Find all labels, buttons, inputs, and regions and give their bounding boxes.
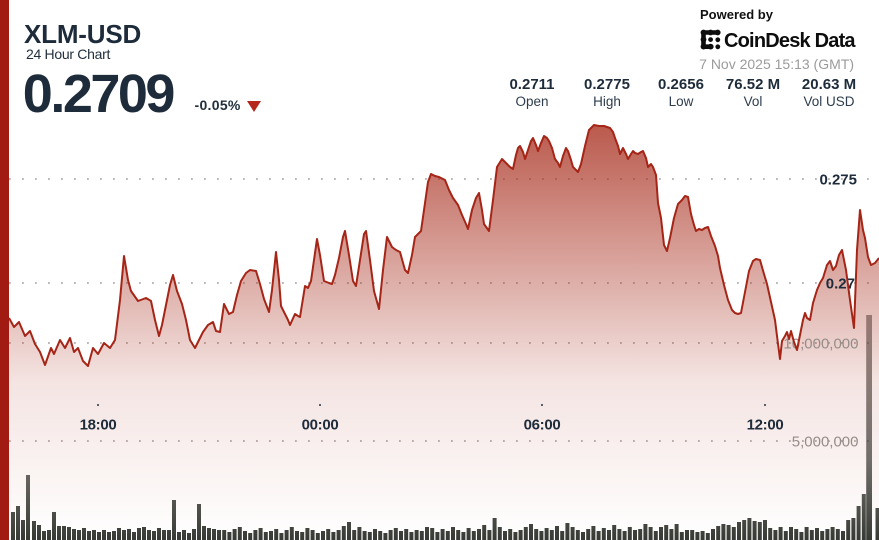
svg-text:0.27: 0.27 bbox=[826, 276, 855, 293]
svg-text:0.275: 0.275 bbox=[819, 172, 857, 189]
svg-text:18:00: 18:00 bbox=[80, 417, 117, 434]
svg-text:06:00: 06:00 bbox=[524, 417, 561, 434]
svg-text:5,000,000: 5,000,000 bbox=[792, 434, 859, 451]
svg-text:00:00: 00:00 bbox=[302, 417, 339, 434]
svg-text:12:00: 12:00 bbox=[747, 417, 784, 434]
svg-text:10,000,000: 10,000,000 bbox=[783, 336, 858, 353]
